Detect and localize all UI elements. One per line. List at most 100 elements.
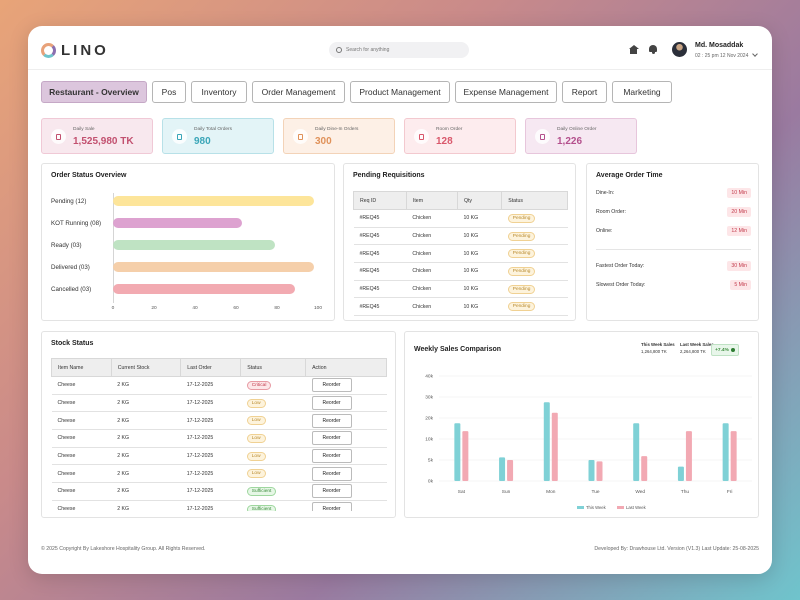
metric-value: 5 Min (730, 280, 751, 290)
reorder-button[interactable]: Reorder (311, 378, 352, 393)
stock-table: Item Name Current Stock Last Order Status Ac… (51, 358, 387, 511)
reorder-button[interactable]: Reorder (311, 431, 352, 446)
reorder-button[interactable]: Reorder (311, 466, 352, 481)
column-header: Qty (456, 191, 503, 210)
tab-expense-management[interactable]: Expense Management (455, 81, 557, 103)
table-cell: Sufficient (240, 500, 306, 511)
status-bar (113, 262, 314, 272)
reorder-button[interactable]: Reorder (311, 484, 352, 499)
chevron-down-icon[interactable] (752, 51, 758, 57)
table-row[interactable]: #REQ45 Chicken 10 KG Pending (353, 227, 568, 246)
reorder-button[interactable]: Reorder (311, 502, 352, 511)
tab-marketing[interactable]: Marketing (612, 81, 672, 103)
table-cell: Reorder (305, 394, 387, 413)
metric-value: 30 Min (727, 261, 751, 271)
logo[interactable]: LINO (41, 42, 109, 59)
status-bar-track (113, 196, 318, 206)
footer-copyright: © 2025 Copyright By Lakeshore Hospitalit… (41, 546, 206, 552)
stat-label: Daily Dine-In Orders (315, 127, 359, 132)
status-bar-track (113, 262, 318, 272)
stat-card[interactable]: Daily Sale 1,525,980 TK (41, 118, 153, 154)
axis-tick-label: 80 (274, 306, 280, 311)
table-row[interactable]: #REQ45 Chicken 10 KG Pending (353, 297, 568, 317)
table-cell: #REQ45 (353, 297, 407, 317)
table-row[interactable]: Cheese 2 KG 17-12-2025 Critical Reorder (51, 376, 387, 395)
status-bar (113, 240, 275, 250)
metric-label: Fastest Order Today: (596, 263, 645, 269)
table-row[interactable]: #REQ45 Chicken 10 KG Pending (353, 244, 568, 264)
tab-report[interactable]: Report (562, 81, 607, 103)
chart-bar (722, 423, 729, 481)
panel-title: Average Order Time (596, 172, 663, 179)
stat-card[interactable]: Daily Online Order 1,226 (525, 118, 637, 154)
status-bar (113, 284, 296, 294)
table-cell: 2 KG (111, 394, 181, 413)
panel-title: Weekly Sales Comparison (414, 346, 502, 353)
metric-label: Online: (596, 228, 613, 234)
table-cell: Pending (501, 209, 568, 228)
stat-card[interactable]: Daily Dine-In Orders 300 (283, 118, 395, 154)
table-row[interactable]: Cheese 2 KG 17-12-2025 Low Reorder (51, 429, 387, 448)
table-cell: 10 KG (457, 227, 502, 246)
divider (596, 249, 751, 250)
reorder-button[interactable]: Reorder (311, 449, 352, 464)
table-cell: 10 KG (457, 209, 502, 228)
table-row[interactable]: Cheese 2 KG 17-12-2025 Sufficient Reorder (51, 500, 387, 511)
axis-tick-label: 100 (313, 306, 323, 311)
table-cell: Reorder (305, 500, 387, 511)
tab-inventory[interactable]: Inventory (191, 81, 247, 103)
this-week-value: 1,264,800 TK (641, 349, 667, 354)
bell-icon[interactable] (649, 45, 658, 54)
table-cell: #REQ45 (353, 244, 407, 264)
chart-bar (588, 460, 595, 481)
table-row[interactable]: Cheese 2 KG 17-12-2025 Low Reorder (51, 464, 387, 484)
table-cell: Chicken (406, 227, 458, 246)
chart-bar (507, 460, 514, 481)
reorder-button[interactable]: Reorder (311, 396, 352, 411)
table-cell: 2 KG (111, 429, 181, 448)
status-label: Pending (12) (51, 198, 87, 205)
weekly-sales-chart: 40k 30k 20k 10k 5k 0k Sat Sun Mon Tue Wed Thu Fri Thi… (425, 374, 752, 510)
column-header: Action (305, 358, 387, 377)
search-input[interactable]: Search for anything (329, 42, 469, 58)
x-tick-label: Tue (591, 489, 599, 495)
table-cell: Cheese (51, 429, 112, 448)
status-badge: Pending (507, 302, 536, 312)
legend-label: This Week (586, 505, 607, 510)
column-header: Status (240, 358, 307, 377)
home-icon[interactable] (628, 45, 639, 54)
table-cell: 2 KG (111, 482, 181, 501)
status-badge: Pending (507, 266, 536, 276)
reorder-button[interactable]: Reorder (311, 413, 352, 428)
tab-order-management[interactable]: Order Management (252, 81, 345, 103)
tab-pos[interactable]: Pos (152, 81, 186, 103)
table-cell: Low (240, 411, 306, 431)
chart-bar (551, 412, 558, 481)
table-row[interactable]: Cheese 2 KG 17-12-2025 Low Reorder (51, 394, 387, 413)
table-row[interactable]: #REQ45 Chicken 10 KG Pending (353, 280, 568, 299)
search-icon (336, 47, 342, 53)
chart-bar (462, 431, 469, 481)
chart-bar (730, 431, 737, 481)
table-row[interactable]: Cheese 2 KG 17-12-2025 Low Reorder (51, 411, 387, 431)
table-cell: #REQ45 (353, 280, 407, 299)
tab-restaurant-overview[interactable]: Restaurant - Overview (41, 81, 147, 103)
axis-tick-label: 20 (151, 306, 157, 311)
table-row[interactable]: #REQ45 Chicken 10 KG Pending (353, 209, 568, 228)
table-cell: Cheese (51, 447, 112, 466)
tab-product-management[interactable]: Product Management (350, 81, 450, 103)
stat-card[interactable]: Room Order 128 (404, 118, 516, 154)
order-status-panel: Order Status Overview Pending (12) KOT Ru… (41, 163, 335, 321)
legend-swatch (617, 506, 624, 509)
stat-value: 1,525,980 TK (73, 136, 134, 147)
stock-table-scroll[interactable]: Item Name Current Stock Last Order Status Ac… (51, 358, 387, 511)
avatar[interactable] (672, 42, 687, 57)
table-row[interactable]: Cheese 2 KG 17-12-2025 Low Reorder (51, 447, 387, 466)
top-header: LINO Search for anything Md. Mosaddak 02… (28, 26, 772, 70)
table-row[interactable]: Cheese 2 KG 17-12-2025 Sufficient Reorder (51, 482, 387, 501)
table-cell: 2 KG (111, 376, 181, 395)
table-cell: Low (240, 394, 306, 413)
stat-card[interactable]: Daily Total Orders 980 (162, 118, 274, 154)
status-badge: Pending (507, 249, 536, 259)
table-row[interactable]: #REQ45 Chicken 10 KG Pending (353, 262, 568, 281)
